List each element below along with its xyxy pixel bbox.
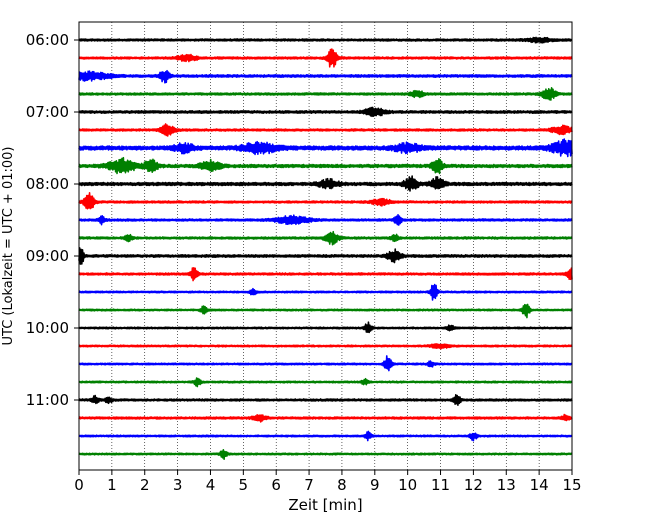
trace-0900 <box>78 247 573 265</box>
x-tick-label: 0 <box>74 476 84 494</box>
seismic-traces <box>78 36 573 461</box>
trace-0800 <box>78 175 573 192</box>
trace-0945 <box>78 303 573 319</box>
x-tick-label: 6 <box>271 476 281 494</box>
x-axis-ticks: 0 1 2 3 4 5 6 7 8 9 10 11 12 13 14 15 <box>74 470 582 494</box>
trace-0845 <box>78 230 573 246</box>
x-tick-label: 4 <box>206 476 216 494</box>
trace-0930 <box>78 283 573 301</box>
trace-1115 <box>78 413 573 423</box>
trace-1000 <box>78 321 573 334</box>
trace-0745 <box>78 156 573 175</box>
trace-0600 <box>78 36 573 44</box>
y-tick-label: 07:00 <box>26 103 69 121</box>
y-tick-label: 11:00 <box>26 391 69 409</box>
plot-frame <box>78 21 573 471</box>
x-tick-label: 2 <box>140 476 150 494</box>
y-axis-label: UTC (Lokalzeit = UTC + 01:00) <box>1 147 16 346</box>
y-tick-label: 10:00 <box>26 319 69 337</box>
x-tick-label: 12 <box>464 476 483 494</box>
y-axis-ticks: 06:00 07:00 08:00 09:00 10:00 11:00 <box>26 31 79 409</box>
x-tick-label: 3 <box>173 476 183 494</box>
x-tick-label: 9 <box>370 476 380 494</box>
x-tick-label: 7 <box>304 476 314 494</box>
trace-1045 <box>78 377 573 388</box>
trace-0830 <box>78 214 573 226</box>
y-tick-label: 09:00 <box>26 247 69 265</box>
trace-1015 <box>78 343 573 350</box>
trace-1030 <box>78 355 573 372</box>
trace-1145 <box>78 448 573 461</box>
trace-1130 <box>78 430 573 442</box>
y-tick-label: 08:00 <box>26 175 69 193</box>
x-tick-label: 10 <box>398 476 417 494</box>
x-tick-label: 13 <box>497 476 516 494</box>
trace-0630 <box>78 69 573 84</box>
x-tick-label: 15 <box>562 476 581 494</box>
trace-0645 <box>78 87 573 101</box>
x-tick-label: 11 <box>431 476 450 494</box>
trace-0615 <box>78 48 573 68</box>
trace-1100 <box>78 393 573 407</box>
y-tick-label: 06:00 <box>26 31 69 49</box>
x-axis-label: Zeit [min] <box>288 496 362 514</box>
trace-0715 <box>78 123 573 137</box>
trace-0815 <box>78 191 573 210</box>
x-tick-label: 8 <box>337 476 347 494</box>
x-tick-label: 14 <box>530 476 549 494</box>
trace-0700 <box>78 106 573 118</box>
grid-lines <box>111 22 540 470</box>
x-tick-label: 1 <box>107 476 117 494</box>
trace-0915 <box>78 266 573 282</box>
x-tick-label: 5 <box>239 476 249 494</box>
trace-0730 <box>78 138 573 158</box>
